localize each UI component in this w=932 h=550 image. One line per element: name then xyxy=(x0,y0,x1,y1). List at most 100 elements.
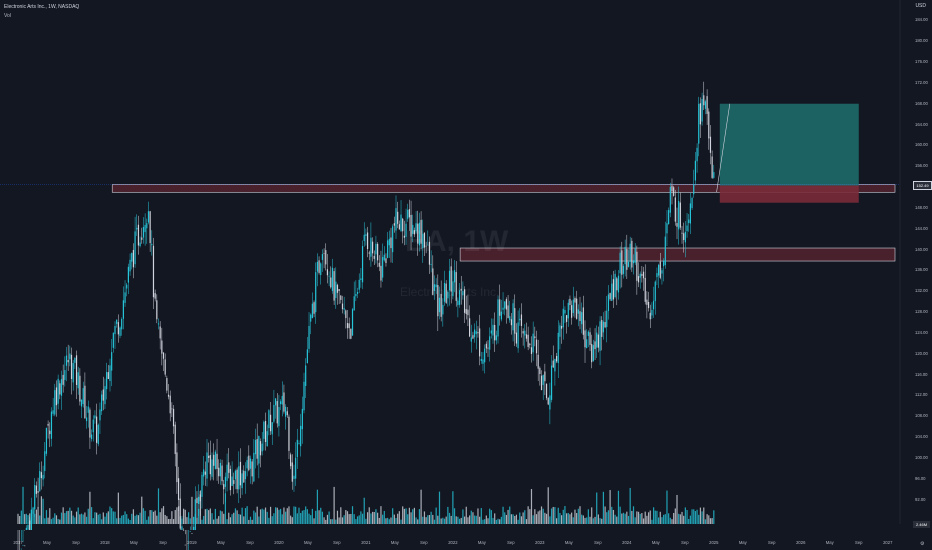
candle-body xyxy=(572,299,574,313)
candle-body xyxy=(550,365,553,400)
candle-body xyxy=(189,531,191,532)
volume-bar xyxy=(477,508,479,524)
volume-bar xyxy=(413,507,416,524)
candle-body xyxy=(656,273,658,278)
candle-body xyxy=(433,284,436,291)
volume-bar xyxy=(502,506,504,524)
volume-bar xyxy=(540,506,543,524)
candle-body xyxy=(24,545,26,547)
volume-bar xyxy=(651,519,653,524)
volume-bar xyxy=(249,516,252,524)
volume-bar xyxy=(408,507,410,524)
volume-bar xyxy=(107,511,109,524)
candle-body xyxy=(549,395,551,410)
volume-bar xyxy=(22,486,24,524)
candle-body xyxy=(520,314,523,326)
volume-bar xyxy=(295,506,297,524)
time-tick-label: 2026 xyxy=(796,540,806,545)
candle-body xyxy=(316,261,318,272)
settings-gear-icon[interactable]: ⚙ xyxy=(920,541,925,547)
candle-body xyxy=(629,243,631,262)
volume-bar xyxy=(122,514,124,524)
candle-body xyxy=(691,197,693,209)
volume-bar xyxy=(189,518,191,524)
candle-body xyxy=(166,378,168,391)
candle-body xyxy=(562,308,564,328)
price-tick-label: 96.00 xyxy=(915,475,926,481)
volume-bar xyxy=(577,508,579,524)
candle-body xyxy=(259,441,262,456)
candle-body xyxy=(363,234,365,241)
candle-body xyxy=(637,276,640,283)
candle-body xyxy=(607,294,610,312)
volume-bar xyxy=(375,509,377,524)
volume-bar xyxy=(537,511,539,524)
candle-body xyxy=(306,349,308,364)
volume-bar xyxy=(306,509,308,524)
volume-bar xyxy=(256,506,258,524)
candle-body xyxy=(104,386,106,405)
volume-bar xyxy=(644,511,646,524)
currency-label[interactable]: USD xyxy=(915,3,926,9)
candle-body xyxy=(470,337,472,342)
candle-body xyxy=(353,296,355,311)
volume-bar xyxy=(224,493,227,524)
volume-bar xyxy=(566,513,568,524)
candle-body xyxy=(64,370,66,380)
candle-body xyxy=(378,262,380,267)
volume-badge: 2.46M xyxy=(913,521,930,528)
volume-bar xyxy=(325,519,327,524)
volume-bar xyxy=(410,512,412,524)
candle-body xyxy=(407,209,409,219)
volume-bar xyxy=(693,509,695,524)
time-scale[interactable]: 2017 May Sep 2018 May Sep 2019 May Sep 2020 May Sep… xyxy=(0,538,932,550)
volume-bar xyxy=(298,507,300,524)
volume-bar xyxy=(147,516,150,524)
candle-body xyxy=(184,544,186,546)
candle-body xyxy=(709,136,712,153)
candle-body xyxy=(54,390,56,415)
volume-bar xyxy=(54,513,56,524)
volume-bar xyxy=(709,518,712,524)
volume-bar xyxy=(447,506,449,524)
candle-body xyxy=(688,219,690,224)
candle-body xyxy=(495,335,497,341)
volume-bar xyxy=(407,514,409,524)
volume-bar xyxy=(490,510,492,524)
volume-bar xyxy=(79,514,81,524)
volume-bar xyxy=(475,515,477,524)
volume-bar xyxy=(458,518,461,524)
volume-bar xyxy=(627,515,630,524)
candle-body xyxy=(678,201,680,230)
volume-bar xyxy=(658,517,660,524)
time-tick-label: Sep xyxy=(72,540,80,545)
volume-bar xyxy=(388,519,390,524)
volume-bar xyxy=(159,512,161,524)
volume-bar xyxy=(632,506,635,524)
candle-body xyxy=(291,462,293,482)
volume-legend[interactable]: Vol xyxy=(4,13,11,19)
volume-bar xyxy=(300,513,302,524)
candle-body xyxy=(646,299,648,305)
volume-bar xyxy=(452,491,454,524)
volume-bar xyxy=(27,515,29,524)
candle-body xyxy=(290,454,292,467)
candle-body xyxy=(147,211,150,223)
candle-body xyxy=(402,218,404,232)
candle-body xyxy=(377,243,379,261)
volume-bar xyxy=(323,517,325,524)
price-tick-label: 184.00 xyxy=(915,17,928,23)
price-tick-label: 136.00 xyxy=(915,267,928,273)
volume-bar xyxy=(226,519,228,524)
long-position-tool[interactable] xyxy=(716,103,859,203)
volume-bar xyxy=(221,511,223,524)
candle-body xyxy=(157,323,160,325)
candle-body xyxy=(448,270,451,291)
candle-body xyxy=(102,389,104,401)
symbol-title[interactable]: Electronic Arts Inc., 1W, NASDAQ xyxy=(4,4,80,10)
price-scale[interactable]: 184.00 180.00 176.00 172.00 168.00 164.00 160.… xyxy=(900,0,932,524)
volume-bar xyxy=(499,519,501,524)
candle-body xyxy=(400,214,402,232)
volume-bar xyxy=(25,513,27,524)
